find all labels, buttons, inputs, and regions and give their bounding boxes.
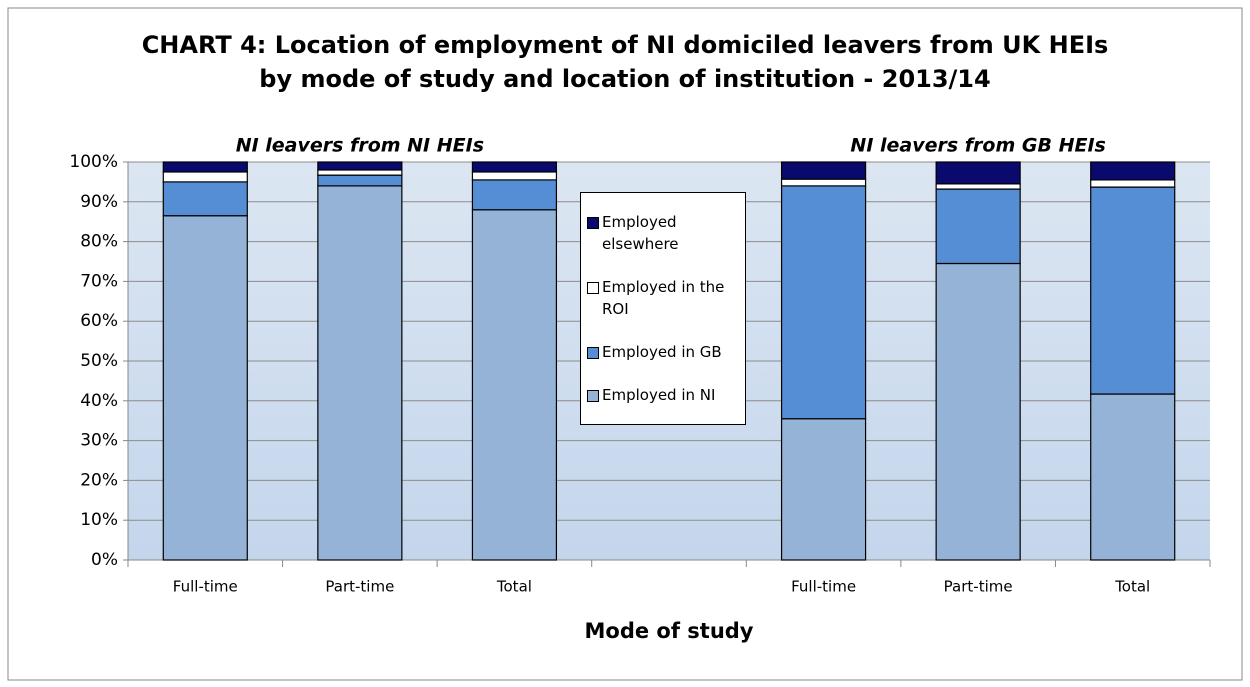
bar-segment (317, 174, 403, 187)
bar-segment (471, 179, 558, 211)
legend-label: Employed in NI (602, 385, 716, 404)
bar-segment (317, 161, 403, 171)
y-tick-label: 50% (80, 351, 118, 371)
bar-segment (162, 215, 248, 561)
bar-segment (162, 161, 248, 173)
bar-segment (935, 188, 1021, 265)
bar-segment (471, 161, 558, 173)
y-tick-label: 80% (80, 232, 118, 252)
legend-swatch (587, 282, 599, 295)
x-tick-label: Part-time (944, 578, 1013, 596)
legend-item: Employed in the ROI (587, 276, 737, 320)
bar-segment (317, 169, 403, 176)
bar-segment (780, 185, 867, 420)
y-tick-label: 60% (80, 311, 118, 331)
bar-segment (1090, 161, 1176, 181)
legend-swatch (587, 217, 599, 230)
chart-title: by mode of study and location of institu… (259, 65, 990, 93)
bar-segment (780, 418, 867, 561)
bar-segment (935, 262, 1021, 561)
y-tick-label: 90% (80, 192, 118, 212)
legend-item: Employed elsewhere (587, 211, 737, 255)
x-tick-label: Total (1114, 578, 1150, 596)
bar-segment (1090, 393, 1176, 561)
bar-segment (780, 161, 867, 180)
y-tick-label: 10% (80, 510, 118, 530)
bar-segment (1090, 179, 1176, 188)
legend-label: Employed elsewhere (602, 213, 679, 254)
x-axis-label: Mode of study (585, 619, 754, 643)
legend-swatch (587, 346, 599, 359)
legend-swatch (587, 389, 599, 402)
bar-segment (471, 171, 558, 181)
x-tick-label: Full-time (173, 578, 238, 596)
bar-segment (162, 181, 248, 217)
y-tick-label: 20% (80, 470, 118, 490)
group-label: NI leavers from NI HEIs (236, 135, 484, 157)
legend-item: Employed in NI (587, 384, 737, 406)
bar-segment (317, 185, 403, 561)
x-tick-label: Part-time (325, 578, 394, 596)
bar-segment (935, 183, 1021, 190)
x-tick-label: Full-time (791, 578, 856, 596)
y-tick-label: 30% (80, 431, 118, 451)
legend-item: Employed in GB (587, 341, 737, 363)
x-tick-label: Total (496, 578, 532, 596)
y-tick-label: 40% (80, 391, 118, 411)
y-tick-label: 0% (91, 550, 118, 570)
group-label: NI leavers from GB HEIs (850, 135, 1105, 157)
bar-segment (471, 209, 558, 561)
bar-segment (1090, 186, 1176, 395)
chart-title: CHART 4: Location of employment of NI do… (142, 31, 1109, 59)
y-tick-label: 100% (69, 152, 118, 172)
bar-segment (935, 161, 1021, 185)
bar-segment (162, 171, 248, 183)
bar-segment (780, 178, 867, 187)
legend-label: Employed in the ROI (602, 278, 725, 319)
legend-label: Employed in GB (602, 342, 722, 361)
legend: Employed elsewhere Employed in the ROI Emp… (580, 192, 746, 425)
y-tick-label: 70% (80, 271, 118, 291)
